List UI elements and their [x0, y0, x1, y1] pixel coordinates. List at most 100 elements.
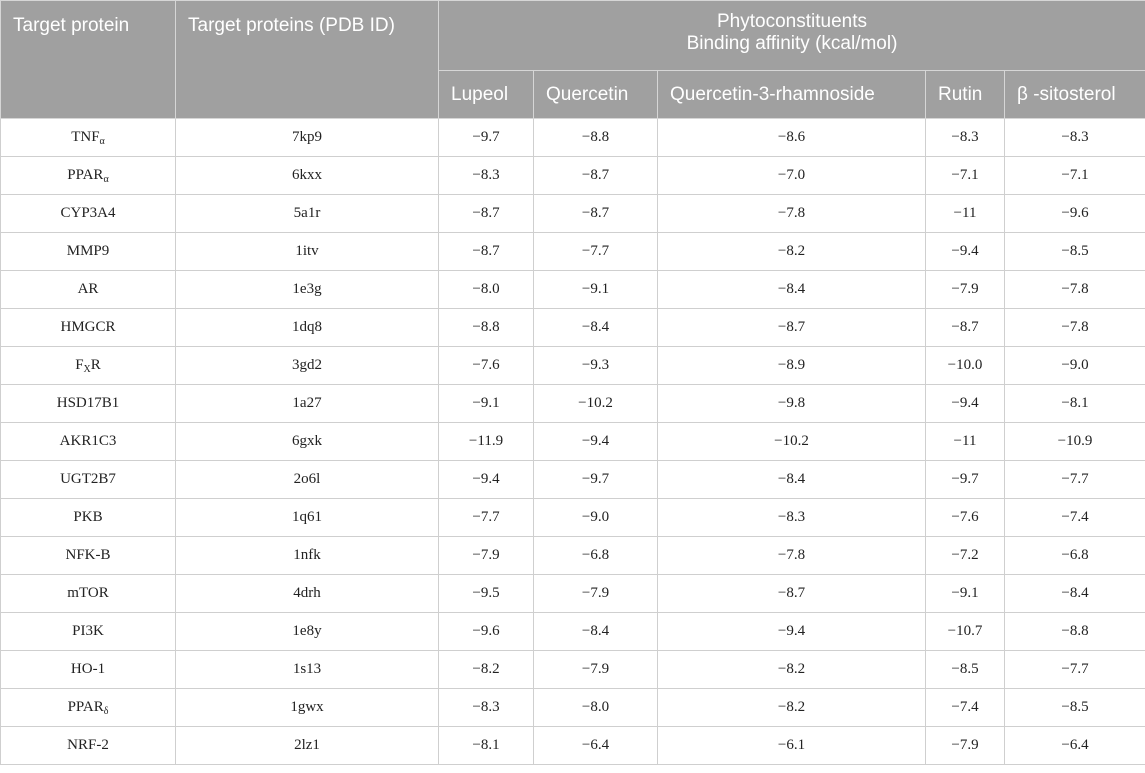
cell-binding-affinity: −7.9 [533, 650, 658, 689]
cell-binding-affinity: −6.8 [533, 536, 658, 575]
cell-binding-affinity: −7.4 [925, 688, 1005, 727]
cell-binding-affinity: −9.5 [438, 574, 534, 613]
cell-binding-affinity: −6.4 [1004, 726, 1145, 765]
cell-binding-affinity: −7.8 [657, 536, 926, 575]
header-beta-sitosterol: β -sitosterol [1004, 70, 1145, 119]
protein-name: PPAR [67, 699, 104, 715]
cell-target-protein: UGT2B7 [0, 460, 176, 499]
cell-binding-affinity: −9.7 [438, 118, 534, 157]
cell-binding-affinity: −6.8 [1004, 536, 1145, 575]
table-row: MMP9 1itv −8.7 −7.7 −8.2 −9.4 −8.5 [0, 232, 1145, 271]
protein-subscript: α [103, 174, 109, 185]
cell-binding-affinity: −7.2 [925, 536, 1005, 575]
cell-binding-affinity: −10.7 [925, 612, 1005, 651]
cell-binding-affinity: −8.2 [657, 232, 926, 271]
cell-binding-affinity: −8.9 [657, 346, 926, 385]
cell-binding-affinity: −8.5 [1004, 232, 1145, 271]
header-quercetin-3-rhamnoside: Quercetin-3-rhamnoside [657, 70, 926, 119]
cell-target-protein: PPARα [0, 156, 176, 195]
protein-subscript: X [83, 364, 91, 375]
cell-binding-affinity: −8.7 [657, 308, 926, 347]
table-row: UGT2B7 2o6l −9.4 −9.7 −8.4 −9.7 −7.7 [0, 460, 1145, 499]
cell-binding-affinity: −9.4 [925, 384, 1005, 423]
cell-target-protein: PPARδ [0, 688, 176, 727]
protein-name: HSD17B1 [56, 395, 120, 411]
protein-subscript: δ [103, 706, 109, 717]
cell-binding-affinity: −9.7 [925, 460, 1005, 499]
cell-pdb-id: 1gwx [175, 688, 439, 727]
cell-pdb-id: 1s13 [175, 650, 439, 689]
header-quercetin: Quercetin [533, 70, 658, 119]
table-row: PKB 1q61 −7.7 −9.0 −8.3 −7.6 −7.4 [0, 498, 1145, 537]
cell-binding-affinity: −8.3 [438, 688, 534, 727]
group-subtitle: Binding affinity (kcal/mol) [686, 33, 898, 54]
cell-binding-affinity: −8.4 [657, 270, 926, 309]
cell-pdb-id: 2o6l [175, 460, 439, 499]
cell-pdb-id: 2lz1 [175, 726, 439, 765]
cell-target-protein: HSD17B1 [0, 384, 176, 423]
cell-target-protein: HMGCR [0, 308, 176, 347]
cell-binding-affinity: −9.7 [533, 460, 658, 499]
header-lupeol: Lupeol [438, 70, 534, 119]
cell-binding-affinity: −8.7 [438, 232, 534, 271]
cell-binding-affinity: −10.0 [925, 346, 1005, 385]
cell-binding-affinity: −8.0 [533, 688, 658, 727]
cell-binding-affinity: −9.3 [533, 346, 658, 385]
cell-binding-affinity: −7.6 [438, 346, 534, 385]
cell-binding-affinity: −8.1 [1004, 384, 1145, 423]
table-body: TNFα 7kp9 −9.7 −8.8 −8.6 −8.3 −8.3 PPARα 6kxx −8.… [0, 118, 1145, 765]
cell-binding-affinity: −8.7 [533, 156, 658, 195]
cell-target-protein: AR [0, 270, 176, 309]
protein-subscript: α [99, 136, 105, 147]
cell-binding-affinity: −9.8 [657, 384, 926, 423]
cell-binding-affinity: −8.4 [533, 308, 658, 347]
cell-binding-affinity: −7.4 [1004, 498, 1145, 537]
protein-name: NFK-B [65, 547, 111, 563]
cell-pdb-id: 1e8y [175, 612, 439, 651]
cell-binding-affinity: −8.8 [533, 118, 658, 157]
cell-binding-affinity: −7.8 [657, 194, 926, 233]
cell-binding-affinity: −8.3 [1004, 118, 1145, 157]
cell-binding-affinity: −9.4 [438, 460, 534, 499]
cell-binding-affinity: −11 [925, 194, 1005, 233]
cell-binding-affinity: −9.1 [438, 384, 534, 423]
cell-target-protein: CYP3A4 [0, 194, 176, 233]
cell-target-protein: MMP9 [0, 232, 176, 271]
table-row: HO-1 1s13 −8.2 −7.9 −8.2 −8.5 −7.7 [0, 650, 1145, 689]
cell-binding-affinity: −7.9 [438, 536, 534, 575]
cell-binding-affinity: −8.7 [657, 574, 926, 613]
cell-binding-affinity: −11 [925, 422, 1005, 461]
cell-binding-affinity: −7.9 [925, 270, 1005, 309]
header-phytoconstituents-group: Phytoconstituents Binding affinity (kcal… [438, 0, 1145, 71]
cell-target-protein: FXR [0, 346, 176, 385]
cell-pdb-id: 6gxk [175, 422, 439, 461]
protein-name: AKR1C3 [59, 433, 117, 449]
table-row: NFK-B 1nfk −7.9 −6.8 −7.8 −7.2 −6.8 [0, 536, 1145, 575]
cell-binding-affinity: −8.6 [657, 118, 926, 157]
cell-binding-affinity: −8.2 [438, 650, 534, 689]
cell-pdb-id: 4drh [175, 574, 439, 613]
protein-name: F [75, 357, 84, 373]
cell-target-protein: NFK-B [0, 536, 176, 575]
cell-binding-affinity: −9.6 [1004, 194, 1145, 233]
cell-target-protein: NRF-2 [0, 726, 176, 765]
protein-name: mTOR [67, 585, 109, 601]
cell-pdb-id: 1q61 [175, 498, 439, 537]
cell-binding-affinity: −6.4 [533, 726, 658, 765]
protein-name: PPAR [67, 167, 104, 183]
cell-binding-affinity: −9.1 [533, 270, 658, 309]
protein-name: MMP9 [66, 243, 110, 259]
cell-binding-affinity: −9.4 [533, 422, 658, 461]
protein-name: AR [77, 281, 99, 297]
cell-pdb-id: 1a27 [175, 384, 439, 423]
table-row: PPARα 6kxx −8.3 −8.7 −7.0 −7.1 −7.1 [0, 156, 1145, 195]
cell-binding-affinity: −10.9 [1004, 422, 1145, 461]
cell-binding-affinity: −9.6 [438, 612, 534, 651]
cell-pdb-id: 5a1r [175, 194, 439, 233]
protein-name: NRF-2 [67, 737, 109, 753]
cell-binding-affinity: −7.1 [925, 156, 1005, 195]
cell-target-protein: AKR1C3 [0, 422, 176, 461]
cell-binding-affinity: −7.9 [925, 726, 1005, 765]
table-row: HMGCR 1dq8 −8.8 −8.4 −8.7 −8.7 −7.8 [0, 308, 1145, 347]
